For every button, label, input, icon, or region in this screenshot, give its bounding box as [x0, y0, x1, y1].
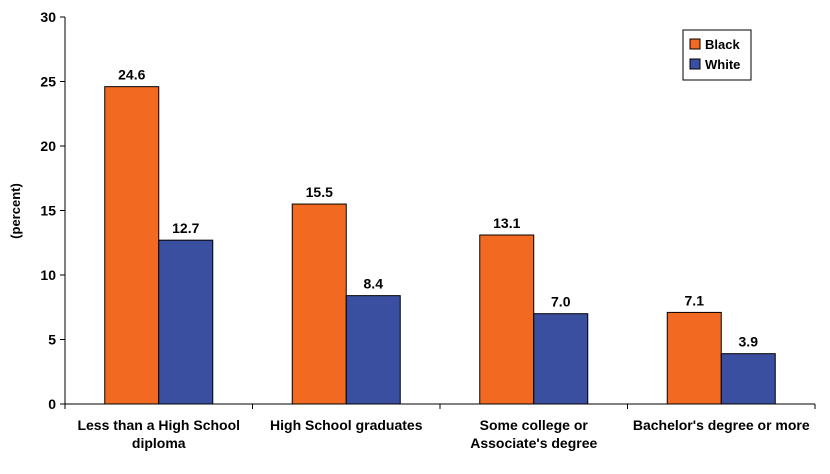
bar-white — [345, 295, 401, 405]
data-label: 15.5 — [306, 184, 333, 200]
data-labels: 24.6 12.7 15.5 8.4 13.1 7.0 7.1 3.9 — [118, 67, 758, 350]
bar-black — [291, 203, 347, 405]
bar-white — [533, 313, 589, 405]
data-label: 8.4 — [364, 276, 384, 292]
x-tick-label: Associate's degree — [470, 435, 597, 451]
y-tick-label: 20 — [40, 138, 56, 154]
data-label: 7.0 — [551, 294, 571, 310]
data-label: 13.1 — [493, 215, 520, 231]
x-tick-label: Bachelor's degree or more — [633, 417, 810, 433]
x-tick-label: Some college or — [480, 417, 589, 433]
y-tick-label: 0 — [48, 396, 56, 412]
bar-white — [720, 353, 776, 405]
bar-black — [479, 234, 535, 405]
axes: 0 5 10 15 20 25 30 Less than a High School diplo… — [40, 9, 816, 451]
x-tick-label: Less than a High School — [77, 417, 240, 433]
y-tick-label: 10 — [40, 267, 56, 283]
legend: Black White — [682, 29, 752, 81]
legend-label-black: Black — [705, 37, 740, 52]
data-label: 3.9 — [739, 334, 759, 350]
legend-box — [682, 29, 752, 81]
y-tick-label: 5 — [48, 332, 56, 348]
data-label: 24.6 — [118, 67, 145, 83]
legend-swatch-white — [689, 58, 701, 70]
data-label: 7.1 — [685, 292, 705, 308]
x-tick-label: High School graduates — [270, 417, 423, 433]
y-axis-label: (percent) — [8, 183, 23, 239]
x-tick-label: diploma — [132, 435, 186, 451]
y-tick-label: 30 — [40, 9, 56, 25]
bars — [104, 86, 776, 405]
legend-label-white: White — [705, 57, 740, 72]
y-tick-label: 15 — [40, 203, 56, 219]
bar-white — [158, 239, 214, 405]
bar-black — [104, 86, 160, 405]
data-label: 12.7 — [172, 220, 199, 236]
y-tick-label: 25 — [40, 74, 56, 90]
legend-swatch-black — [689, 38, 701, 50]
bar-black — [666, 311, 722, 405]
